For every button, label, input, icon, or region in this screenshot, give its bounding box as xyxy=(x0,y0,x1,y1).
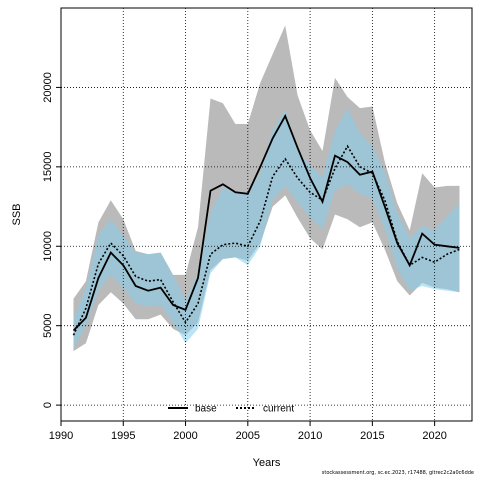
plot-frame xyxy=(60,7,473,422)
legend-label-base: base xyxy=(195,404,217,415)
grid-lines xyxy=(60,8,472,421)
series-lines xyxy=(72,113,460,336)
x-tick-label: 2010 xyxy=(298,430,322,442)
series-line-current xyxy=(72,144,460,336)
legend: base current xyxy=(168,404,294,415)
x-tick-label: 2005 xyxy=(236,430,260,442)
y-tick-label: 10000 xyxy=(42,231,54,262)
y-tick-label: 0 xyxy=(42,402,54,408)
series-line-base xyxy=(72,113,460,332)
footer-credit: stockassessment.org, sc.ec.2023, r17488,… xyxy=(321,470,474,476)
x-tick-label: 1990 xyxy=(49,430,73,442)
y-tick-label: 20000 xyxy=(42,72,54,103)
y-tick-label: 15000 xyxy=(42,152,54,183)
y-axis-label: SSB xyxy=(11,203,23,225)
x-axis-label: Years xyxy=(253,457,281,469)
x-tick-label: 2000 xyxy=(173,430,197,442)
y-tick-label: 5000 xyxy=(42,313,54,337)
x-tick-label: 2020 xyxy=(422,430,446,442)
y-axis: 0 5000 10000 15000 20000 xyxy=(42,72,61,408)
confidence-band-current xyxy=(73,108,460,348)
confidence-bands xyxy=(73,25,460,352)
x-axis: 1990 1995 2000 2005 2010 2015 2020 xyxy=(49,421,447,442)
legend-label-current: current xyxy=(263,404,294,415)
x-tick-label: 2015 xyxy=(360,430,384,442)
x-tick-label: 1995 xyxy=(111,430,135,442)
